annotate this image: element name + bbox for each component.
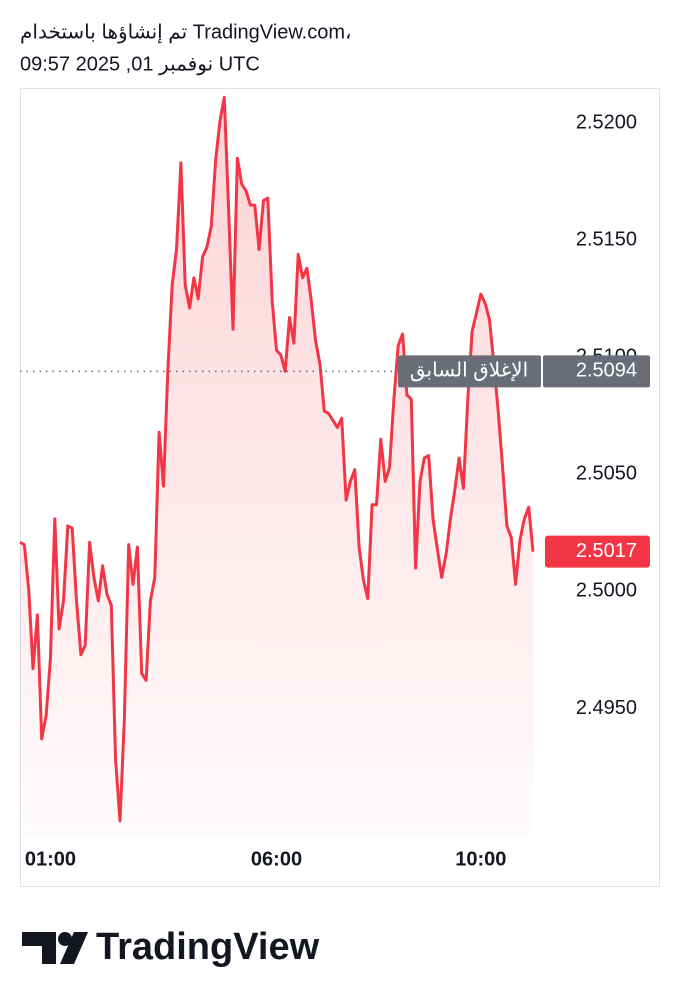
y-tick-label: 2.5150 xyxy=(576,228,637,250)
y-tick-label: 2.4950 xyxy=(576,697,637,719)
logo-icon xyxy=(22,932,88,964)
y-tick-label: 2.5000 xyxy=(576,580,637,602)
plot: 2.49502.50002.50502.51002.51502.520001:0… xyxy=(19,95,650,870)
previous-close-badge xyxy=(543,355,650,388)
area-fill xyxy=(20,97,533,835)
x-tick-label: 10:00 xyxy=(455,848,506,870)
chart-subtitle: نوفمبر 01, 2025 09:57 UTC xyxy=(20,53,260,75)
brand-logo: TradingView xyxy=(96,926,320,968)
previous-close-label: الإغلاق السابق xyxy=(410,360,528,382)
last-price-label: 2.5017 xyxy=(576,540,637,562)
previous-close-label-box xyxy=(398,355,541,388)
price-line xyxy=(19,95,535,823)
y-tick-label: 2.5200 xyxy=(576,111,637,133)
chart-frame xyxy=(20,88,660,887)
x-tick-label: 01:00 xyxy=(25,848,76,870)
previous-close-value: 2.5094 xyxy=(576,360,637,382)
chart-title: تم إنشاؤها باستخدام TradingView.com، xyxy=(20,21,351,44)
last-price-badge xyxy=(545,535,650,568)
x-tick-label: 06:00 xyxy=(251,848,302,870)
y-tick-label: 2.5050 xyxy=(576,463,637,485)
